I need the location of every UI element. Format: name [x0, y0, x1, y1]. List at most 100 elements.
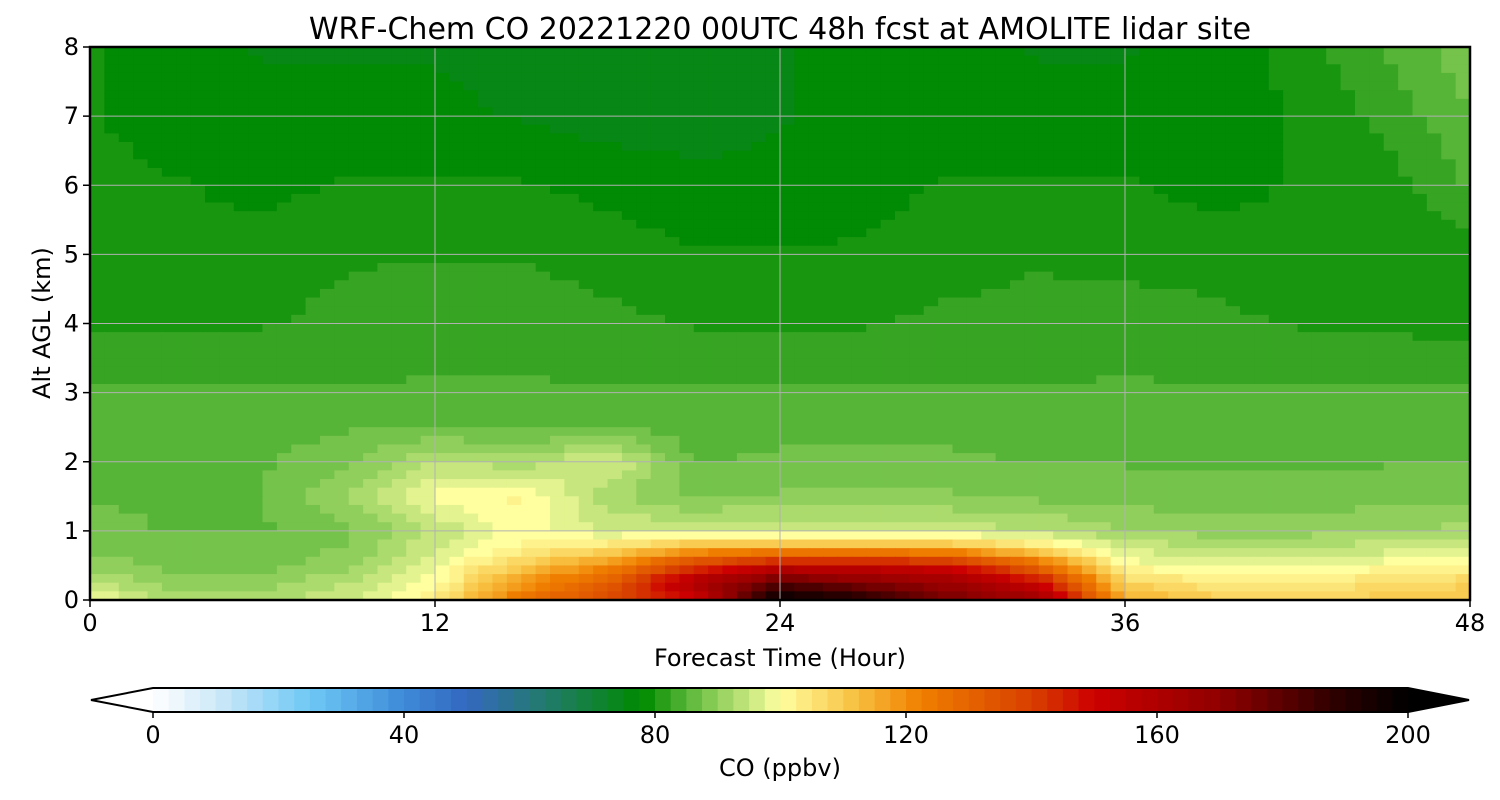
contour-cell [794, 202, 810, 212]
contour-cell [205, 47, 220, 57]
contour-cell [564, 47, 580, 57]
contour-cell [1398, 202, 1414, 212]
contour-cell [1182, 349, 1198, 359]
contour-cell [1225, 479, 1241, 489]
contour-cell [1283, 427, 1299, 437]
contour-cell [851, 444, 867, 454]
contour-cell [665, 435, 680, 446]
contour-cell [104, 349, 120, 359]
contour-cell [1110, 366, 1126, 376]
contour-cell [1081, 479, 1097, 489]
contour-cell [1297, 461, 1313, 471]
contour-cell [492, 245, 508, 255]
contour-cell [751, 142, 767, 152]
contour-cell [1355, 366, 1370, 376]
contour-cell [895, 470, 910, 480]
contour-cell [607, 427, 623, 437]
contour-cell [564, 107, 580, 117]
contour-cell [1081, 314, 1097, 325]
contour-cell [435, 479, 450, 489]
contour-cell [147, 228, 163, 238]
contour-cell [363, 366, 379, 376]
contour-cell [1053, 444, 1069, 454]
contour-cell [1010, 332, 1025, 342]
contour-cell [736, 358, 752, 368]
contour-cell [823, 176, 839, 186]
contour-cell [104, 418, 120, 428]
contour-cell [823, 435, 839, 446]
contour-cell [1398, 487, 1414, 497]
contour-cell [1024, 375, 1040, 385]
contour-cell [391, 358, 407, 368]
contour-cell [1326, 288, 1342, 299]
contour-cell [564, 453, 580, 463]
contour-cell [1038, 401, 1054, 411]
contour-cell [1240, 193, 1255, 204]
contour-cell [866, 314, 882, 325]
contour-cell [665, 219, 680, 230]
contour-cell [636, 167, 652, 178]
contour-cell [1383, 444, 1399, 454]
contour-cell [607, 409, 623, 420]
contour-cell [1010, 55, 1025, 65]
contour-cell [1340, 323, 1356, 333]
contour-cell [1053, 323, 1069, 333]
contour-cell [1010, 263, 1025, 273]
contour-cell [837, 323, 853, 333]
contour-cell [334, 90, 350, 100]
contour-cell [1441, 124, 1457, 135]
contour-cell [420, 271, 436, 281]
contour-cell [1383, 193, 1399, 204]
contour-cell [650, 107, 666, 117]
contour-cell [1254, 81, 1270, 91]
contour-cell [262, 185, 278, 195]
contour-cell [90, 332, 105, 342]
contour-cell [248, 98, 264, 109]
contour-cell [1340, 401, 1356, 411]
contour-cell [1081, 375, 1097, 385]
contour-cell [492, 237, 508, 247]
contour-cell [291, 470, 307, 480]
contour-cell [1168, 306, 1184, 316]
contour-cell [1369, 193, 1385, 204]
contour-cell [794, 142, 810, 152]
contour-cell [1412, 383, 1428, 394]
contour-cell [435, 219, 450, 230]
contour-cell [1010, 150, 1025, 160]
contour-cell [363, 81, 379, 91]
contour-cell [1311, 185, 1327, 195]
contour-cell [1211, 237, 1227, 247]
contour-cell [923, 133, 939, 143]
contour-cell [1024, 383, 1040, 394]
contour-cell [1125, 124, 1140, 135]
contour-cell [736, 349, 752, 359]
contour-cell [1441, 323, 1457, 333]
contour-cell [1125, 366, 1140, 376]
contour-cell [1096, 116, 1112, 126]
contour-cell [363, 254, 379, 264]
contour-cell [938, 150, 954, 160]
contour-cell [1010, 383, 1025, 394]
contour-cell [1010, 64, 1025, 74]
contour-cell [895, 55, 910, 65]
contour-cell [1067, 487, 1083, 497]
contour-cell [320, 72, 335, 83]
contour-cell [837, 340, 853, 351]
contour-cell [808, 98, 824, 109]
contour-cell [377, 219, 393, 230]
contour-cell [1412, 142, 1428, 152]
contour-cell [909, 358, 925, 368]
contour-cell [1225, 219, 1241, 230]
contour-cell [334, 314, 350, 325]
contour-cell [794, 332, 810, 342]
contour-cell [248, 392, 264, 402]
contour-cell [1067, 288, 1083, 299]
contour-cell [736, 167, 752, 178]
contour-cell [650, 150, 666, 160]
contour-cell [1383, 124, 1399, 135]
contour-cell [1283, 444, 1299, 454]
contour-cell [665, 228, 680, 238]
contour-cell [363, 470, 379, 480]
contour-cell [1125, 202, 1140, 212]
contour-cell [794, 427, 810, 437]
